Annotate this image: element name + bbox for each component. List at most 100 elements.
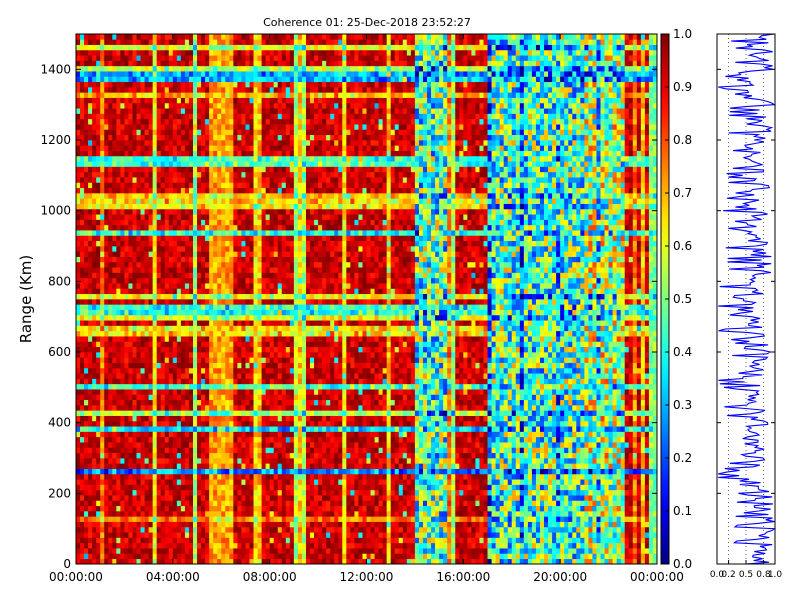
heatmap-cell	[108, 251, 113, 257]
heatmap-cell	[225, 436, 230, 443]
heatmap-cell	[88, 553, 93, 560]
heatmap-cell	[108, 60, 113, 67]
heatmap-cell	[176, 166, 182, 173]
heatmap-cell	[176, 44, 182, 51]
heatmap-cell	[132, 177, 137, 183]
heatmap-cell	[197, 304, 202, 310]
heatmap-cell	[104, 352, 109, 358]
heatmap-cell	[76, 505, 81, 512]
heatmap-cell	[164, 309, 170, 316]
heatmap-cell	[225, 336, 230, 342]
heatmap-cell	[257, 283, 262, 289]
heatmap-cell	[128, 378, 133, 385]
heatmap-cell	[164, 267, 170, 273]
heatmap-cell	[217, 304, 222, 310]
heatmap-cell	[88, 124, 93, 130]
heatmap-cell	[213, 92, 218, 98]
heatmap-cell	[160, 187, 166, 194]
heatmap-cell	[80, 92, 85, 98]
heatmap-cell	[140, 415, 145, 422]
heatmap-cell	[205, 161, 210, 167]
heatmap-cell	[213, 240, 218, 247]
heatmap-cell	[257, 431, 262, 438]
heatmap-cell	[221, 261, 226, 268]
heatmap-cell	[273, 436, 279, 443]
heatmap-cell	[112, 118, 117, 125]
heatmap-cell	[184, 548, 190, 554]
heatmap-cell	[265, 431, 271, 438]
heatmap-cell	[132, 251, 137, 257]
heatmap-cell	[197, 251, 202, 257]
heatmap-cell	[184, 352, 190, 358]
heatmap-cell	[253, 230, 258, 236]
heatmap-cell	[273, 553, 279, 560]
heatmap-cell	[92, 558, 97, 565]
heatmap-cell	[128, 251, 133, 257]
heatmap-cell	[273, 198, 279, 204]
heatmap-cell	[237, 283, 242, 289]
heatmap-cell	[180, 500, 186, 507]
heatmap-cell	[237, 330, 242, 337]
heatmap-cell	[188, 208, 194, 215]
heatmap-cell	[193, 129, 198, 136]
heatmap-cell	[184, 526, 190, 533]
heatmap-cell	[136, 150, 141, 157]
heatmap-cell	[265, 288, 271, 295]
heatmap-cell	[112, 187, 117, 194]
heatmap-cell	[241, 309, 246, 316]
heatmap-cell	[225, 410, 230, 416]
heatmap-cell	[100, 235, 105, 242]
heatmap-cell	[273, 171, 279, 178]
heatmap-cell	[176, 155, 182, 162]
heatmap-cell	[148, 92, 154, 98]
heatmap-cell	[213, 341, 218, 348]
heatmap-cell	[100, 367, 105, 374]
heatmap-cell	[217, 92, 222, 98]
heatmap-cell	[108, 145, 113, 151]
heatmap-cell	[184, 145, 190, 151]
heatmap-cell	[76, 134, 81, 141]
heatmap-cell	[112, 129, 117, 136]
heatmap-cell	[152, 240, 158, 247]
heatmap-cell	[116, 442, 121, 448]
heatmap-cell	[128, 336, 133, 342]
heatmap-cell	[116, 362, 121, 369]
heatmap-cell	[80, 140, 85, 146]
heatmap-cell	[184, 55, 190, 61]
heatmap-cell	[128, 150, 133, 157]
heatmap-cell	[112, 399, 117, 406]
heatmap-cell	[245, 224, 250, 231]
heatmap-cell	[269, 542, 275, 549]
heatmap-cell	[257, 208, 262, 215]
heatmap-cell	[180, 352, 186, 358]
heatmap-cell	[164, 415, 170, 422]
heatmap-cell	[124, 325, 129, 332]
heatmap-cell	[80, 542, 85, 549]
heatmap-cell	[257, 452, 262, 459]
heatmap-cell	[104, 140, 109, 146]
heatmap-cell	[164, 320, 170, 326]
heatmap-cell	[188, 405, 194, 411]
heatmap-cell	[172, 60, 178, 67]
heatmap-cell	[116, 495, 121, 501]
heatmap-cell	[269, 198, 275, 204]
heatmap-cell	[100, 505, 105, 512]
heatmap-cell	[156, 288, 162, 295]
heatmap-cell	[188, 49, 194, 56]
heatmap-cell	[136, 542, 141, 549]
heatmap-cell	[96, 399, 101, 406]
heatmap-cell	[132, 532, 137, 538]
heatmap-cell	[217, 500, 222, 507]
heatmap-cell	[92, 479, 97, 485]
heatmap-cell	[180, 484, 186, 491]
heatmap-cell	[120, 235, 125, 242]
heatmap-cell	[269, 97, 275, 104]
heatmap-cell	[193, 230, 198, 236]
heatmap-cell	[225, 49, 230, 56]
heatmap-cell	[225, 463, 230, 469]
heatmap-cell	[221, 140, 226, 146]
heatmap-cell	[164, 224, 170, 231]
heatmap-cell	[253, 420, 258, 427]
heatmap-cell	[172, 219, 178, 226]
heatmap-cell	[156, 92, 162, 98]
